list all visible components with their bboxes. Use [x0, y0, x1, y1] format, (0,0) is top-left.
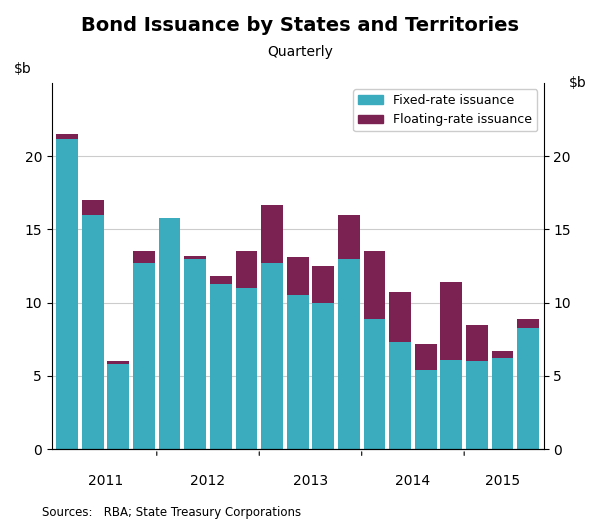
Bar: [184, 256, 206, 259]
Bar: [210, 283, 232, 449]
Bar: [56, 139, 78, 449]
Bar: [313, 266, 334, 303]
Bar: [133, 252, 155, 263]
Bar: [261, 263, 283, 449]
Bar: [364, 252, 385, 319]
Bar: [415, 344, 437, 370]
Bar: [261, 204, 283, 263]
Text: Quarterly: Quarterly: [267, 45, 333, 59]
Bar: [517, 328, 539, 449]
Bar: [492, 351, 514, 358]
Bar: [338, 259, 360, 449]
Text: 2014: 2014: [395, 474, 431, 488]
Bar: [107, 361, 129, 364]
Text: 2012: 2012: [190, 474, 226, 488]
Bar: [338, 215, 360, 259]
Y-axis label: $b: $b: [569, 75, 587, 90]
Bar: [56, 134, 78, 139]
Bar: [313, 303, 334, 449]
Legend: Fixed-rate issuance, Floating-rate issuance: Fixed-rate issuance, Floating-rate issua…: [353, 89, 538, 132]
Bar: [364, 319, 385, 449]
Bar: [492, 358, 514, 449]
Bar: [440, 282, 462, 359]
Bar: [82, 200, 104, 215]
Text: 2013: 2013: [293, 474, 328, 488]
Text: Sources:   RBA; State Treasury Corporations: Sources: RBA; State Treasury Corporation…: [42, 506, 301, 519]
Bar: [159, 217, 181, 449]
Bar: [236, 288, 257, 449]
Bar: [517, 319, 539, 328]
Text: 2015: 2015: [485, 474, 520, 488]
Text: Bond Issuance by States and Territories: Bond Issuance by States and Territories: [81, 16, 519, 35]
Bar: [184, 259, 206, 449]
Bar: [107, 364, 129, 449]
Bar: [389, 292, 411, 342]
Bar: [133, 263, 155, 449]
Bar: [415, 370, 437, 449]
Bar: [287, 296, 308, 449]
Bar: [82, 215, 104, 449]
Bar: [389, 342, 411, 449]
Bar: [287, 257, 308, 296]
Bar: [440, 359, 462, 449]
Bar: [466, 361, 488, 449]
Y-axis label: $b: $b: [13, 62, 31, 75]
Bar: [466, 324, 488, 361]
Text: 2011: 2011: [88, 474, 123, 488]
Bar: [236, 252, 257, 288]
Bar: [210, 276, 232, 283]
